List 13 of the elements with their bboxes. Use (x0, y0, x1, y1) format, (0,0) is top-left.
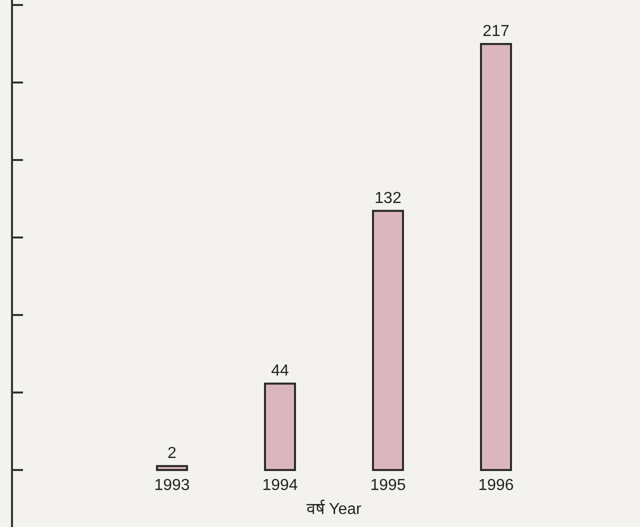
bar (372, 210, 404, 471)
bar (264, 382, 296, 471)
x-axis-title: वर्ष Year (306, 499, 362, 518)
data-label: 44 (271, 362, 289, 380)
x-tick-label: 1994 (262, 477, 298, 494)
bar (156, 465, 188, 471)
data-label: 2 (168, 445, 177, 462)
data-label: 217 (482, 23, 510, 40)
bar (480, 43, 512, 471)
x-tick-label: 1995 (370, 477, 406, 494)
x-tick-label: 1993 (154, 477, 190, 494)
data-label: 132 (374, 190, 402, 207)
x-tick-label: 1996 (478, 477, 514, 494)
